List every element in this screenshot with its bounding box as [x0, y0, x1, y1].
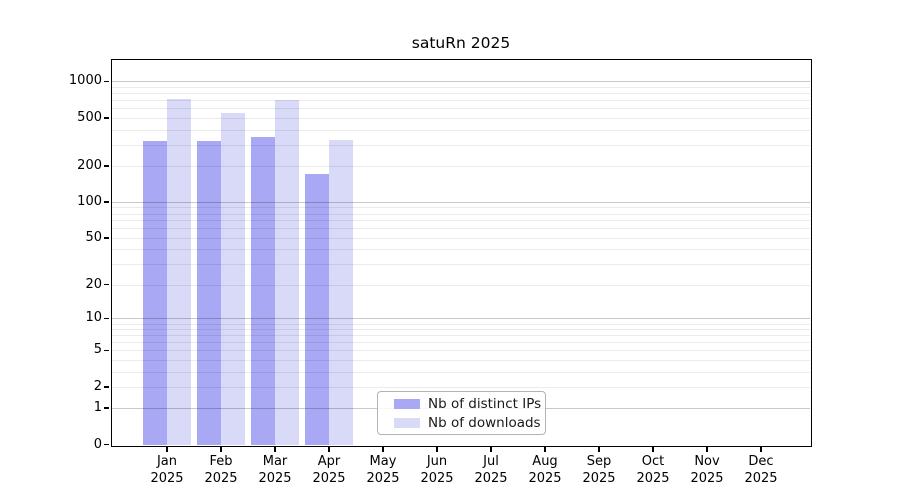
x-tick-label-nov: Nov 2025: [690, 454, 724, 486]
y-tick-label-200: 200: [77, 157, 102, 173]
y-tick-label-1000: 1000: [68, 73, 102, 89]
y-tick-5: [104, 349, 109, 352]
legend: Nb of distinct IPs Nb of downloads: [377, 391, 546, 435]
gridline-minor-800: [112, 93, 810, 95]
bar-downloads-mar: [275, 100, 299, 445]
x-tick-label-aug: Aug 2025: [528, 454, 562, 486]
bar-downloads-feb: [221, 112, 245, 445]
x-tick-nov: [706, 446, 708, 452]
gridline-minor-60: [112, 228, 810, 230]
gridline-minor-2: [112, 386, 810, 388]
gridline-minor-500: [112, 117, 810, 119]
gridline-minor-600: [112, 108, 810, 110]
x-tick-jul: [490, 446, 492, 452]
gridline-minor-80: [112, 213, 810, 215]
y-tick-label-50: 50: [85, 229, 102, 245]
y-tick-label-100: 100: [77, 193, 102, 209]
legend-swatch-1: [394, 417, 420, 428]
y-tick-label-0: 0: [93, 436, 102, 452]
x-tick-label-apr: Apr 2025: [312, 454, 346, 486]
bar-downloads-jan: [167, 99, 191, 445]
gridline-minor-50: [112, 237, 810, 239]
y-tick-0: [104, 443, 109, 446]
x-tick-apr: [328, 446, 330, 452]
gridline-minor-4: [112, 359, 810, 361]
y-tick-200: [104, 165, 109, 167]
y-tick-10: [104, 317, 109, 320]
bars-layer: [112, 60, 810, 445]
y-tick-20: [104, 283, 109, 286]
gridline-major-100: [112, 201, 810, 203]
x-tick-mar: [274, 446, 276, 452]
bar-distinct-ips-apr: [305, 174, 329, 445]
y-tick-label-20: 20: [85, 276, 102, 292]
legend-item-0: Nb of distinct IPs: [394, 396, 545, 412]
gridline-minor-30: [112, 264, 810, 266]
gridline-minor-9: [112, 323, 810, 325]
gridline-minor-8: [112, 329, 810, 331]
y-tick-label-10: 10: [85, 310, 102, 326]
gridline-minor-40: [112, 249, 810, 251]
y-tick-1: [104, 407, 109, 409]
y-tick-label-1: 1: [93, 400, 102, 416]
x-tick-label-may: May 2025: [366, 454, 400, 486]
gridline-minor-400: [112, 129, 810, 131]
gridline-major-10: [112, 318, 810, 320]
bar-distinct-ips-feb: [197, 141, 221, 445]
x-tick-label-jan: Jan 2025: [150, 454, 184, 486]
gridline-minor-200: [112, 165, 810, 167]
legend-label-0: Nb of distinct IPs: [428, 395, 542, 412]
x-tick-jan: [166, 446, 168, 452]
legend-label-1: Nb of downloads: [428, 414, 541, 431]
gridline-minor-7: [112, 335, 810, 337]
ticks-layer: 1000 500 200 100 50 20 10 5 2 1 0 Jan 2025 Feb 2025 M…: [69, 60, 810, 485]
gridline-minor-90: [112, 207, 810, 209]
gridline-minor-700: [112, 100, 810, 102]
x-tick-aug: [544, 446, 546, 452]
y-tick-label-5: 5: [93, 342, 102, 358]
gridline-minor-5: [112, 350, 810, 352]
legend-item-1: Nb of downloads: [394, 415, 545, 431]
gridline-minor-6: [112, 342, 810, 344]
gridline-minor-20: [112, 284, 810, 286]
y-tick-500: [104, 117, 109, 119]
x-tick-may: [382, 446, 384, 452]
x-tick-jun: [436, 446, 438, 452]
y-tick-label-500: 500: [77, 109, 102, 125]
plot-area: 1000 500 200 100 50 20 10 5 2 1 0 Jan 2025 Feb 2025 M…: [69, 58, 812, 486]
x-tick-label-jul: Jul 2025: [474, 454, 508, 486]
x-tick-dec: [760, 446, 762, 452]
gridline-minor-3: [112, 371, 810, 373]
gridline-minor-300: [112, 144, 810, 146]
y-tick-100: [104, 201, 109, 203]
y-tick-1000: [104, 80, 109, 83]
x-tick-label-jun: Jun 2025: [420, 454, 454, 486]
y-tick-2: [104, 386, 109, 388]
bar-downloads-apr: [329, 139, 353, 445]
legend-swatch-0: [394, 398, 420, 409]
x-tick-oct: [652, 446, 654, 452]
x-tick-sep: [598, 446, 600, 452]
bar-distinct-ips-jan: [143, 141, 167, 445]
gridline-major-1000: [112, 81, 810, 83]
gridline-minor-900: [112, 86, 810, 88]
x-tick-label-sep: Sep 2025: [582, 454, 616, 486]
chart-title: satuRn 2025: [411, 34, 511, 52]
y-tick-label-2: 2: [93, 378, 102, 394]
grid-layer: [112, 60, 810, 445]
x-tick-label-mar: Mar 2025: [258, 454, 292, 486]
x-tick-label-feb: Feb 2025: [204, 454, 238, 486]
y-tick-50: [104, 237, 109, 239]
gridline-minor-70: [112, 220, 810, 222]
bar-distinct-ips-mar: [251, 136, 275, 445]
x-tick-label-oct: Oct 2025: [636, 454, 670, 486]
x-tick-feb: [220, 446, 222, 452]
x-tick-label-dec: Dec 2025: [744, 454, 778, 486]
